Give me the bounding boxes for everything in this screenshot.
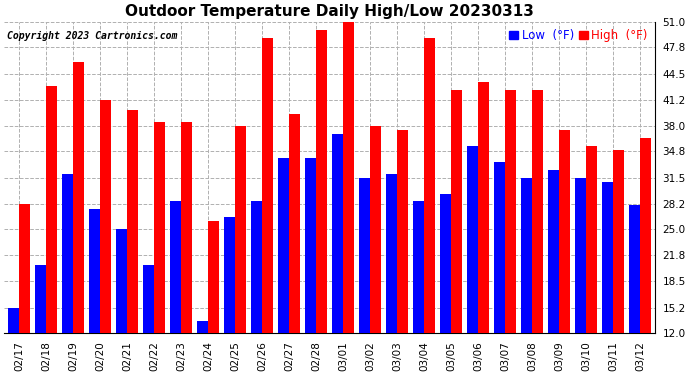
Bar — [451, 90, 462, 333]
Bar — [143, 266, 154, 333]
Bar — [100, 100, 111, 333]
Bar — [197, 321, 208, 333]
Bar — [602, 182, 613, 333]
Bar — [548, 170, 559, 333]
Bar — [250, 201, 262, 333]
Bar — [640, 138, 651, 333]
Bar — [8, 308, 19, 333]
Bar — [332, 134, 343, 333]
Bar — [89, 210, 100, 333]
Bar — [305, 158, 316, 333]
Bar — [397, 130, 408, 333]
Bar — [343, 22, 355, 333]
Bar — [19, 204, 30, 333]
Bar — [424, 38, 435, 333]
Bar — [277, 158, 289, 333]
Bar — [61, 174, 73, 333]
Bar — [521, 177, 532, 333]
Bar — [494, 162, 505, 333]
Bar — [46, 86, 57, 333]
Bar — [34, 266, 46, 333]
Bar — [629, 206, 640, 333]
Bar — [559, 130, 571, 333]
Bar — [613, 150, 624, 333]
Bar — [575, 177, 586, 333]
Bar — [116, 230, 127, 333]
Bar — [235, 126, 246, 333]
Bar — [505, 90, 516, 333]
Bar — [181, 122, 193, 333]
Bar — [532, 90, 544, 333]
Bar — [466, 146, 478, 333]
Title: Outdoor Temperature Daily High/Low 20230313: Outdoor Temperature Daily High/Low 20230… — [125, 4, 534, 19]
Bar — [359, 177, 370, 333]
Bar — [386, 174, 397, 333]
Bar — [316, 30, 327, 333]
Bar — [478, 82, 489, 333]
Bar — [440, 194, 451, 333]
Bar — [289, 114, 300, 333]
Bar — [127, 110, 139, 333]
Bar — [73, 62, 84, 333]
Bar — [224, 217, 235, 333]
Text: Copyright 2023 Cartronics.com: Copyright 2023 Cartronics.com — [8, 31, 178, 41]
Bar — [170, 201, 181, 333]
Bar — [154, 122, 166, 333]
Bar — [413, 201, 424, 333]
Bar — [370, 126, 382, 333]
Bar — [208, 222, 219, 333]
Bar — [262, 38, 273, 333]
Legend: Low  (°F), High  (°F): Low (°F), High (°F) — [507, 28, 649, 43]
Bar — [586, 146, 598, 333]
